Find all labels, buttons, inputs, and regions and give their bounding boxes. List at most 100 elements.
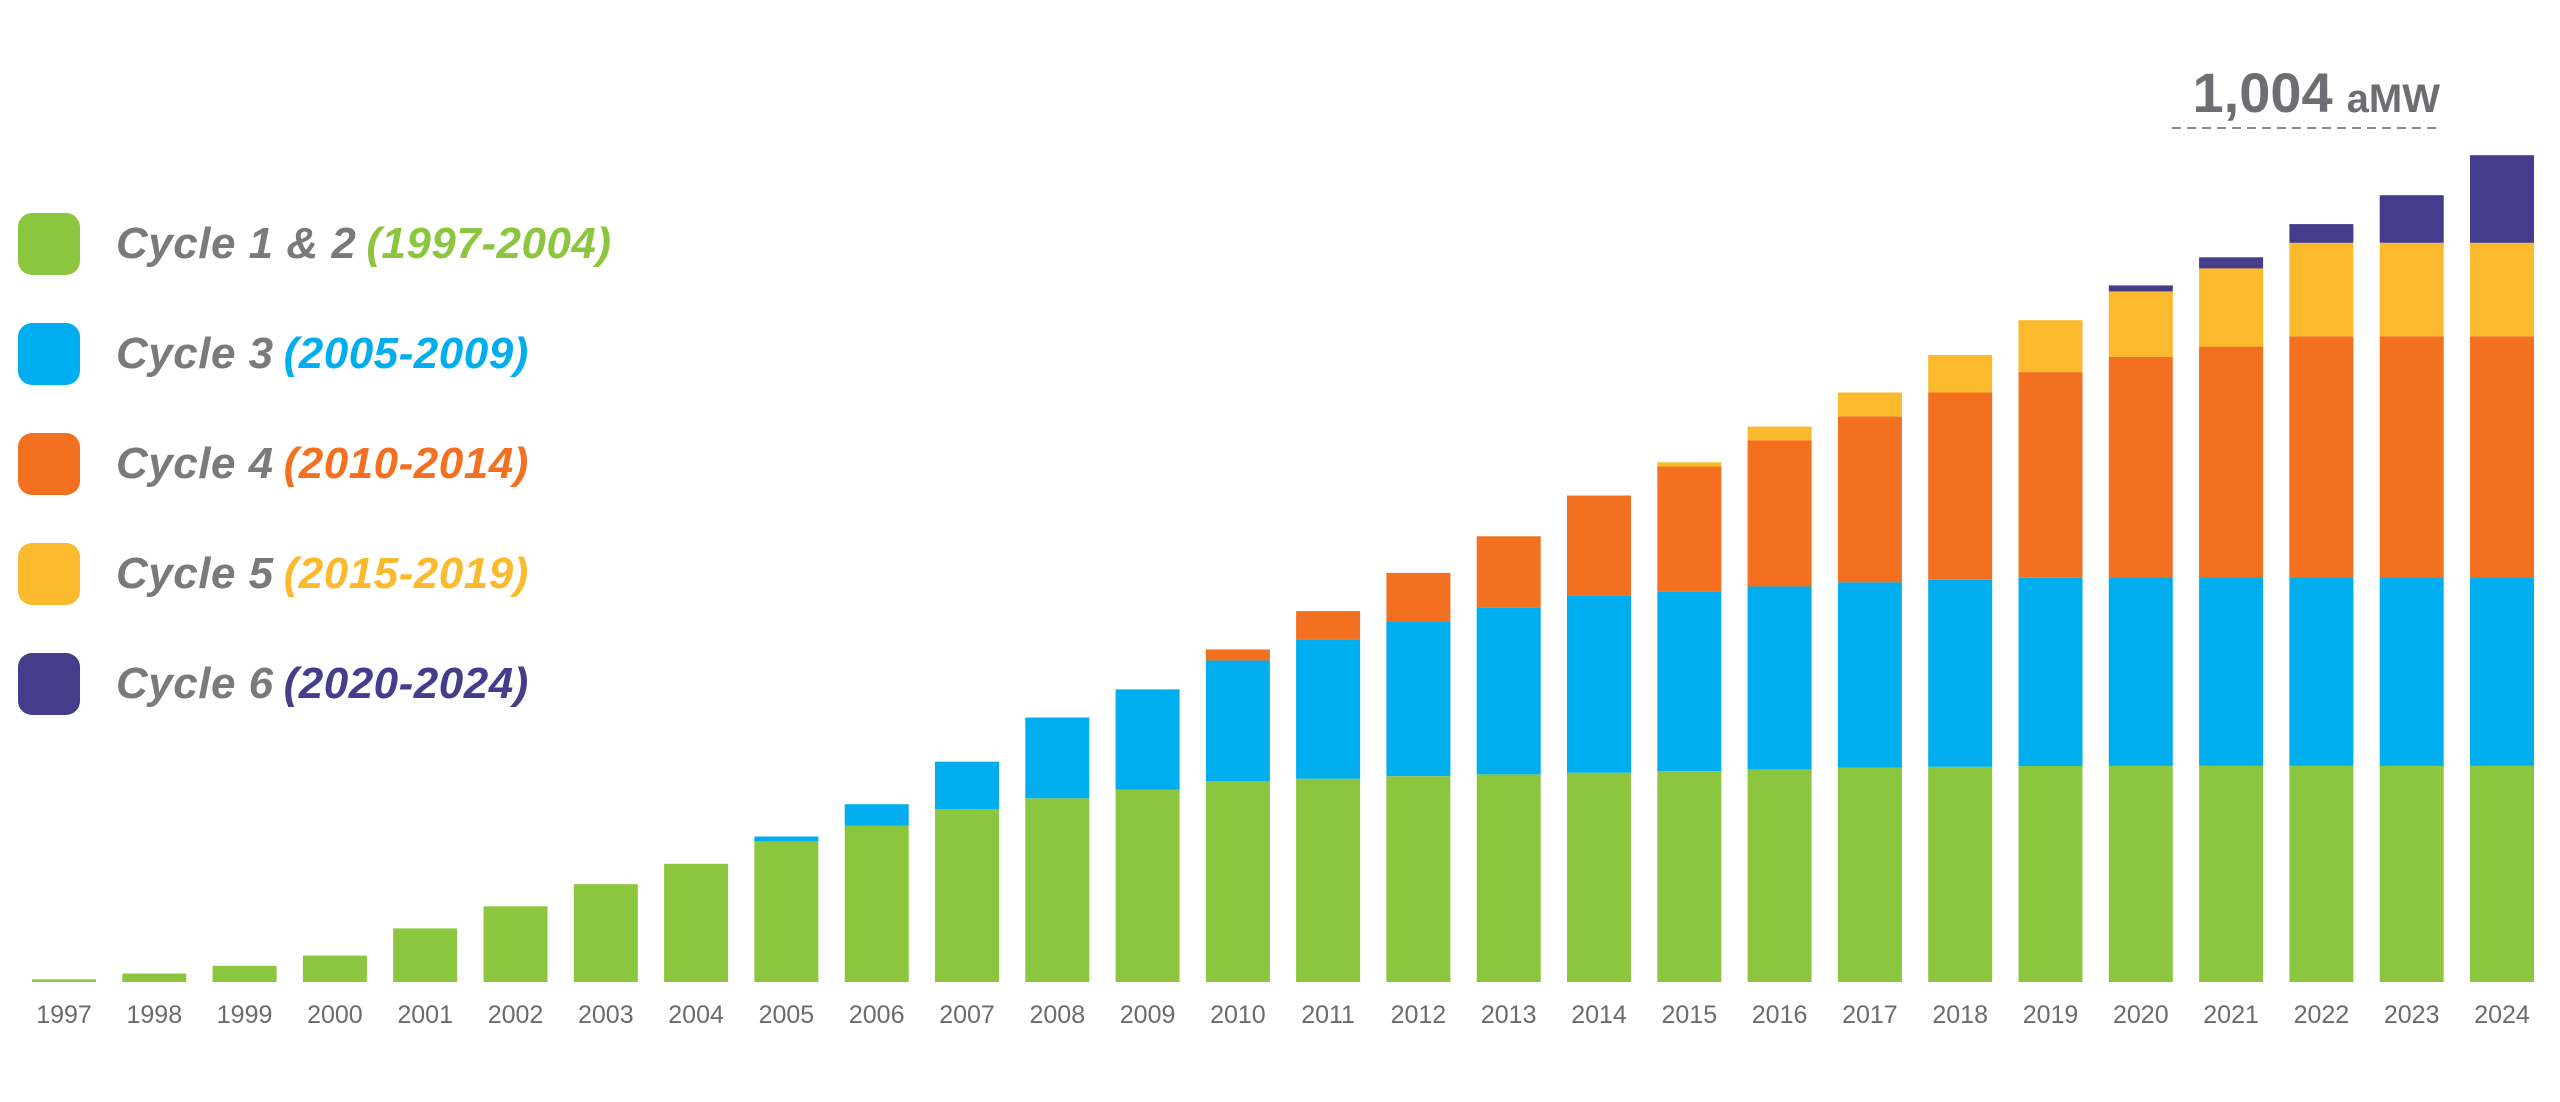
bar-segment-2024-series-1 <box>2470 765 2534 982</box>
bar-segment-2005-series-2 <box>754 836 819 842</box>
legend-item-cycle-1-2: Cycle 1 & 2 (1997-2004) <box>18 213 612 275</box>
legend-item-cycle-5: Cycle 5 (2015-2019) <box>18 543 612 605</box>
legend-series-range: (1997-2004) <box>366 219 612 268</box>
bar-segment-2016-series-2 <box>1747 586 1812 770</box>
bar-segment-2020-series-1 <box>2108 765 2173 982</box>
legend-series-range: (2005-2009) <box>283 329 529 378</box>
bar-segment-2009-series-2 <box>1115 689 1180 790</box>
legend-series-name: Cycle 3 <box>116 329 274 378</box>
bar-segment-2022-series-3 <box>2289 336 2354 578</box>
bar-segment-2017-series-2 <box>1837 582 1902 768</box>
bar-segment-2012-series-2 <box>1386 621 1451 777</box>
x-tick-label-2024: 2024 <box>2474 1001 2530 1029</box>
bar-segment-2010-series-3 <box>1205 649 1270 661</box>
bar-segment-2002-series-1 <box>483 906 548 982</box>
x-tick-label-2021: 2021 <box>2203 1001 2259 1029</box>
bar-segment-2016-series-1 <box>1747 769 1812 982</box>
x-tick-label-2016: 2016 <box>1752 1001 1808 1029</box>
bar-segment-2023-series-1 <box>2379 765 2444 982</box>
x-tick-label-2010: 2010 <box>1210 1001 1266 1029</box>
bar-segment-2004-series-1 <box>664 863 729 982</box>
bar-segment-1997-series-1 <box>32 979 96 982</box>
x-tick-label-2013: 2013 <box>1481 1001 1537 1029</box>
x-tick-label-1998: 1998 <box>126 1001 182 1029</box>
x-tick-label-2017: 2017 <box>1842 1001 1898 1029</box>
legend-swatch <box>18 213 80 275</box>
total-annotation-label: 1,004 aMW <box>2193 61 2441 124</box>
x-tick-label-2008: 2008 <box>1029 1001 1085 1029</box>
bar-segment-2024-series-3 <box>2470 336 2534 578</box>
bars-group <box>32 155 2534 982</box>
legend-swatch <box>18 323 80 385</box>
bar-segment-2000-series-1 <box>302 955 367 982</box>
bar-segment-2023-series-5 <box>2379 195 2444 243</box>
x-tick-label-2007: 2007 <box>939 1001 995 1029</box>
legend-label: Cycle 3 (2005-2009) <box>116 329 529 379</box>
bar-segment-2011-series-2 <box>1296 639 1361 779</box>
bar-segment-2018-series-1 <box>1928 766 1993 982</box>
bar-segment-2005-series-1 <box>754 841 819 982</box>
bar-segment-2014-series-1 <box>1567 772 1631 982</box>
bar-segment-2024-series-4 <box>2470 242 2534 337</box>
x-tick-label-2022: 2022 <box>2294 1001 2350 1029</box>
bar-segment-1999-series-1 <box>212 965 277 982</box>
bar-segment-2006-series-1 <box>844 825 909 982</box>
bar-segment-2011-series-1 <box>1296 778 1361 982</box>
legend: Cycle 1 & 2 (1997-2004) Cycle 3 (2005-2009… <box>18 213 612 763</box>
legend-item-cycle-3: Cycle 3 (2005-2009) <box>18 323 612 385</box>
bar-segment-2001-series-1 <box>393 928 458 982</box>
bar-segment-2017-series-4 <box>1837 392 1902 417</box>
bar-segment-2016-series-4 <box>1747 426 1812 441</box>
x-tick-label-2002: 2002 <box>488 1001 544 1029</box>
x-tick-label-2015: 2015 <box>1661 1001 1717 1029</box>
bar-segment-2015-series-4 <box>1657 462 1722 467</box>
legend-series-name: Cycle 6 <box>116 659 274 708</box>
bar-segment-2020-series-4 <box>2108 291 2173 357</box>
legend-series-range: (2020-2024) <box>283 659 529 708</box>
x-tick-label-2011: 2011 <box>1301 1001 1355 1029</box>
total-annotation-value: 1,004 <box>2193 61 2333 124</box>
bar-segment-2013-series-1 <box>1476 774 1541 982</box>
x-tick-label-2001: 2001 <box>397 1001 453 1029</box>
bar-segment-1998-series-1 <box>122 973 187 982</box>
bar-segment-2011-series-3 <box>1296 611 1361 640</box>
x-tick-label-2009: 2009 <box>1120 1001 1176 1029</box>
bar-segment-2024-series-5 <box>2470 155 2534 243</box>
x-tick-label-1997: 1997 <box>36 1001 92 1029</box>
bar-segment-2019-series-1 <box>2018 765 2083 982</box>
bar-segment-2015-series-1 <box>1657 771 1722 982</box>
legend-item-cycle-6: Cycle 6 (2020-2024) <box>18 653 612 715</box>
x-tick-label-1999: 1999 <box>217 1001 273 1029</box>
x-tick-label-2004: 2004 <box>668 1001 724 1029</box>
bar-segment-2013-series-2 <box>1476 607 1541 775</box>
total-annotation: 1,004 aMW <box>2172 61 2441 129</box>
legend-swatch <box>18 433 80 495</box>
x-tick-label-2005: 2005 <box>759 1001 815 1029</box>
bar-segment-2020-series-5 <box>2108 285 2173 292</box>
bar-segment-2009-series-1 <box>1115 789 1180 982</box>
bar-segment-2023-series-3 <box>2379 336 2444 578</box>
legend-series-range: (2010-2014) <box>283 439 529 488</box>
total-annotation-unit: aMW <box>2347 77 2441 121</box>
bar-segment-2023-series-4 <box>2379 242 2444 337</box>
x-tick-label-2020: 2020 <box>2113 1001 2169 1029</box>
x-tick-label-2014: 2014 <box>1571 1001 1627 1029</box>
bar-segment-2021-series-4 <box>2199 268 2264 347</box>
legend-series-name: Cycle 5 <box>116 549 274 598</box>
bar-segment-2019-series-2 <box>2018 578 2083 766</box>
bar-segment-2008-series-2 <box>1025 717 1090 799</box>
legend-label: Cycle 6 (2020-2024) <box>116 659 529 709</box>
bar-segment-2015-series-3 <box>1657 466 1722 592</box>
bar-segment-2012-series-1 <box>1386 776 1451 982</box>
bar-segment-2022-series-5 <box>2289 224 2354 243</box>
bar-segment-2021-series-5 <box>2199 257 2264 269</box>
bar-segment-2019-series-3 <box>2018 372 2083 578</box>
legend-series-name: Cycle 1 & 2 <box>116 219 357 268</box>
bar-segment-2008-series-1 <box>1025 798 1090 982</box>
bar-segment-2024-series-2 <box>2470 577 2534 766</box>
bar-segment-2007-series-1 <box>935 809 999 982</box>
legend-item-cycle-4: Cycle 4 (2010-2014) <box>18 433 612 495</box>
bar-segment-2023-series-2 <box>2379 577 2444 766</box>
bar-segment-2021-series-3 <box>2199 346 2264 578</box>
